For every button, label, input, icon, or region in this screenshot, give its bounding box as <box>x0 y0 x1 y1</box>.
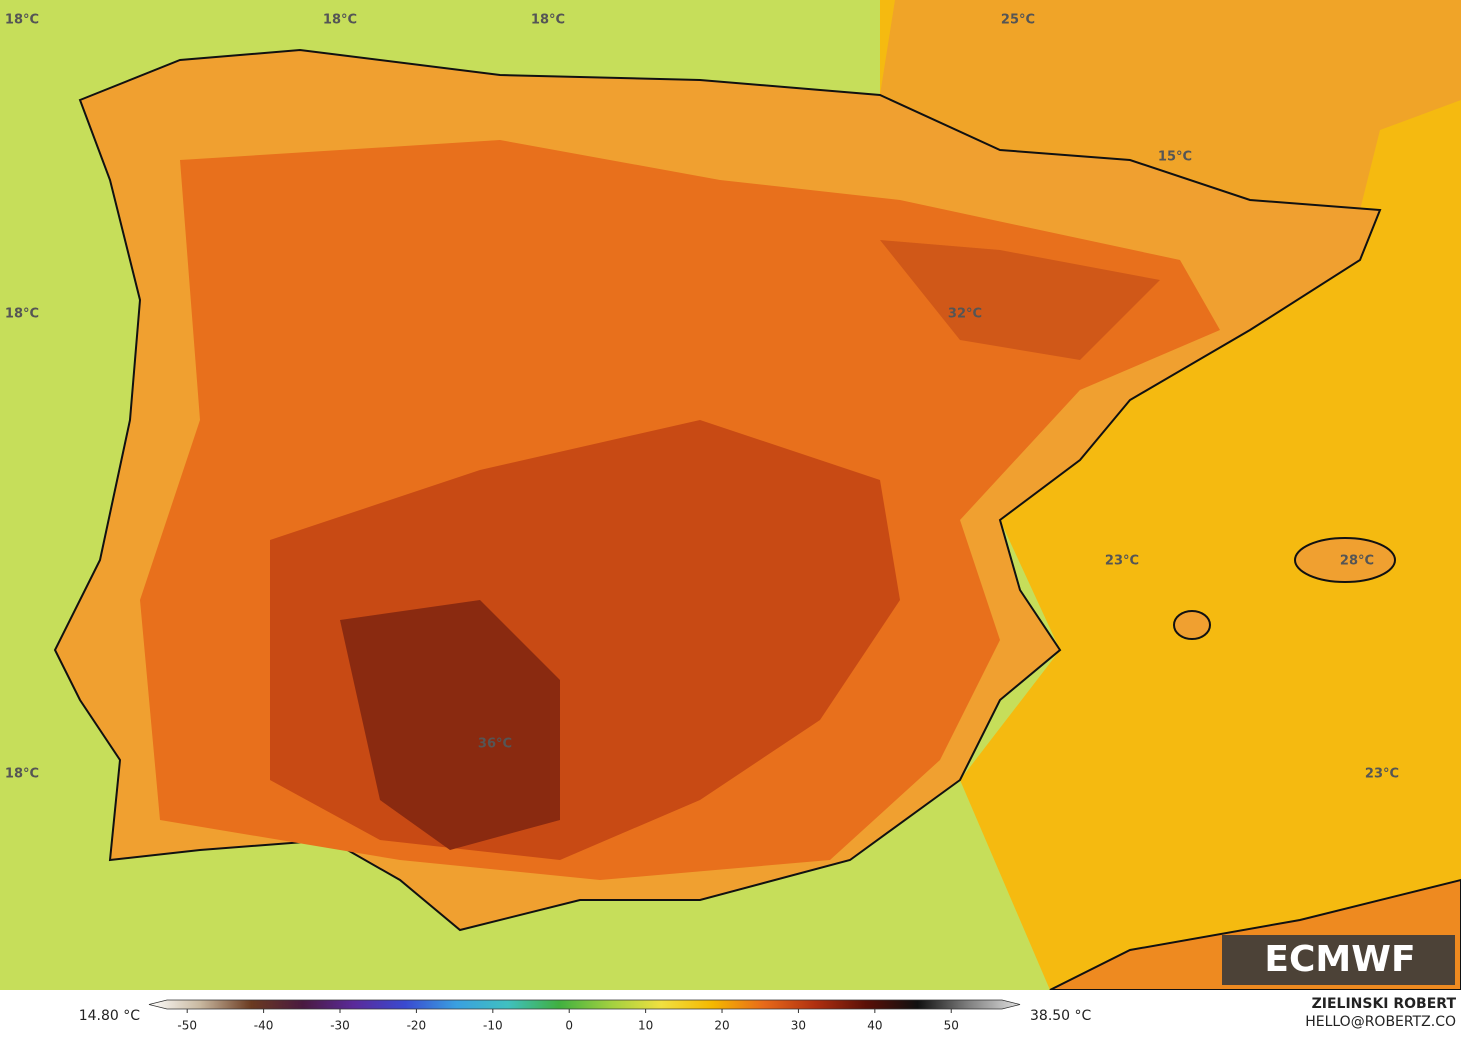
temp-label: 18°C <box>5 13 39 28</box>
temp-label: 18°C <box>323 13 357 28</box>
temp-label: 23°C <box>1105 554 1139 569</box>
hot-zone-ebro <box>880 240 1160 360</box>
colorbar-bar <box>148 999 1021 1010</box>
temp-label: 18°C <box>5 767 39 782</box>
footer <box>0 990 1461 1035</box>
ibiza <box>1173 610 1211 640</box>
colorbar-tick-label: 10 <box>638 1019 653 1033</box>
hottest-zone <box>340 600 560 850</box>
colorbar-tick-label: -20 <box>407 1019 427 1033</box>
colorbar-tick-label: 40 <box>867 1019 882 1033</box>
mallorca <box>1294 537 1396 583</box>
colorbar-tick-label: 0 <box>565 1019 573 1033</box>
colorbar-tick-label: -30 <box>330 1019 350 1033</box>
temp-label: 18°C <box>5 307 39 322</box>
temp-label: 32°C <box>948 307 982 322</box>
logo: ECMWF <box>1264 939 1415 980</box>
credit-name: ZIELINSKI ROBERT <box>1312 996 1457 1012</box>
colorbar-tick-label: 20 <box>714 1019 729 1033</box>
credit-contact: HELLO@ROBERTZ.CO <box>1305 1014 1456 1030</box>
temp-label: 23°C <box>1365 767 1399 782</box>
temp-label: 36°C <box>478 737 512 752</box>
temp-label: 18°C <box>531 13 565 28</box>
min-label: 14.80 °C <box>79 1008 141 1024</box>
max-label: 38.50 °C <box>1030 1008 1092 1024</box>
colorbar-tick-label: -10 <box>483 1019 503 1033</box>
logo-box <box>1222 935 1455 985</box>
temp-label: 28°C <box>1340 554 1374 569</box>
colorbar: -50 -40 -30 -20 -10 0 10 20 30 40 50 <box>148 999 1021 1033</box>
temp-label: 15°C <box>1158 150 1192 165</box>
colorbar-tick-label: -40 <box>254 1019 274 1033</box>
colorbar-tick-label: 50 <box>944 1019 959 1033</box>
mediterranean <box>880 0 1461 990</box>
temp-label: 25°C <box>1001 13 1035 28</box>
colorbar-tick-label: 30 <box>791 1019 806 1033</box>
france <box>880 0 1461 210</box>
colorbar-tick-label: -50 <box>177 1019 197 1033</box>
